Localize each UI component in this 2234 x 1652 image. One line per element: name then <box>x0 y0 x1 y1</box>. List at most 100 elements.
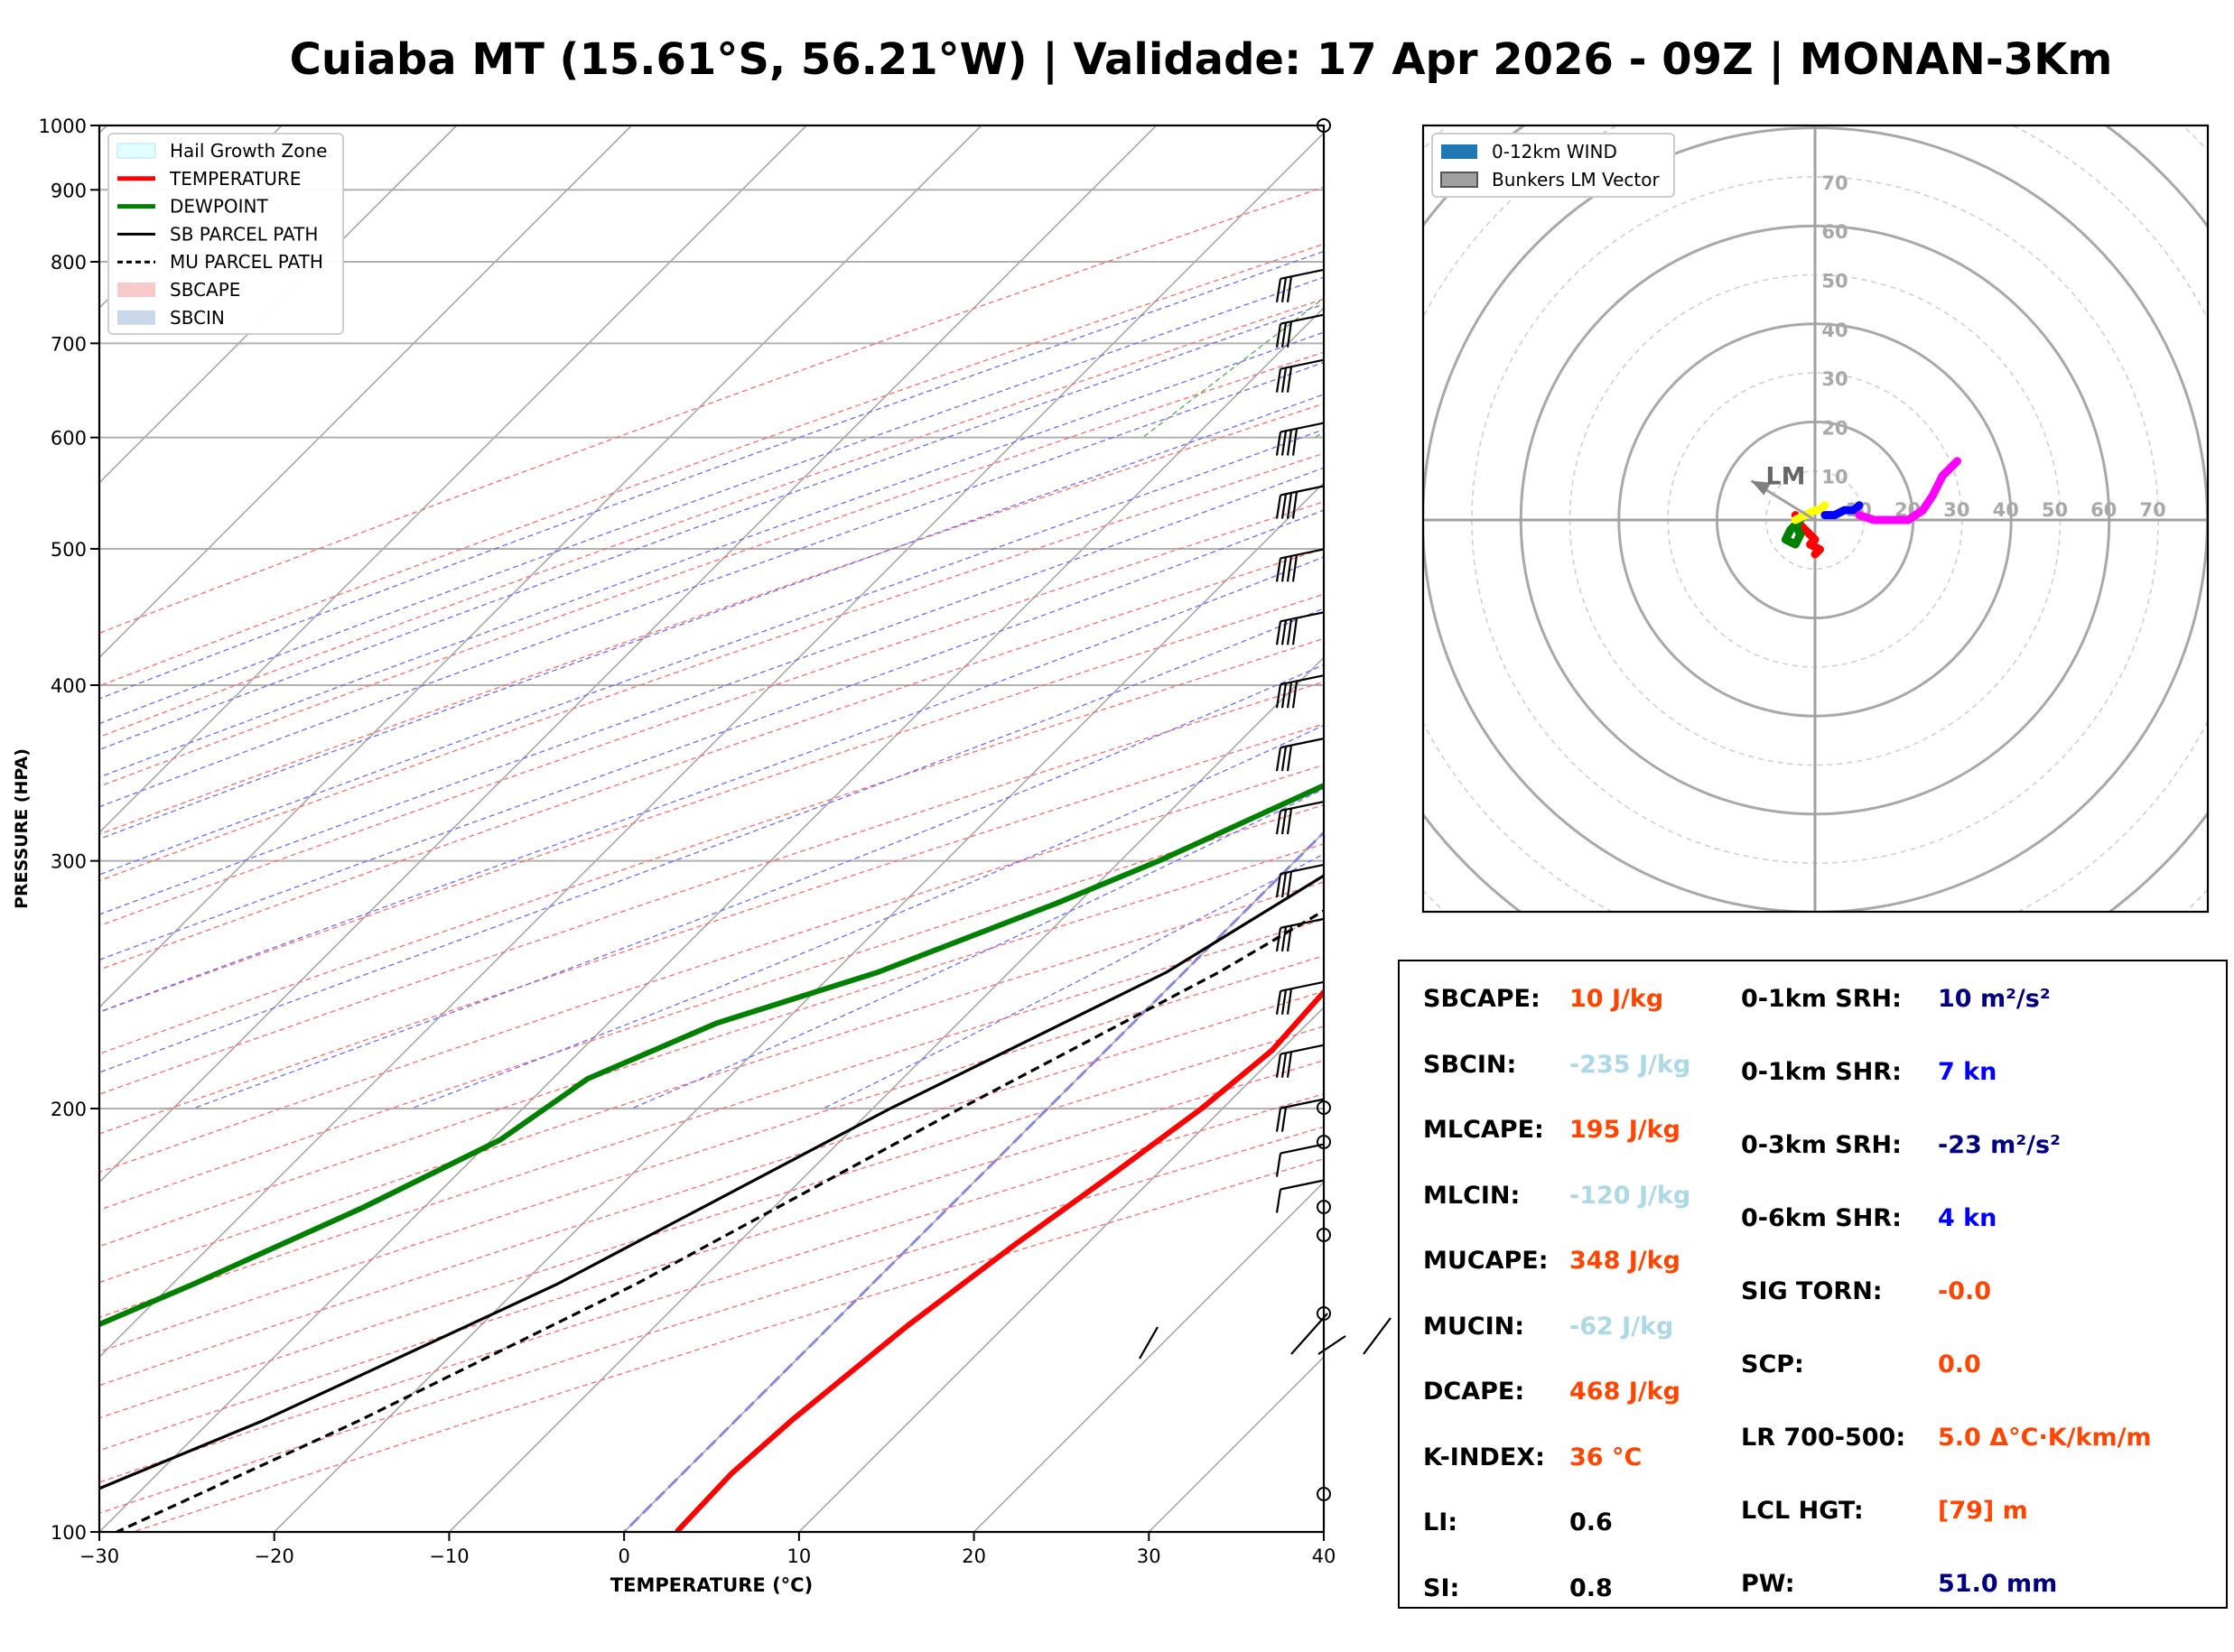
y-tick-label: 800 <box>51 252 87 274</box>
legend-label: DEWPOINT <box>170 196 268 218</box>
bunkers-label: LM <box>1765 463 1805 491</box>
index-label: MUCIN: <box>1423 1312 1525 1341</box>
y-tick-label: 500 <box>51 539 87 561</box>
index-value: 348 J/kg <box>1569 1247 1680 1275</box>
dry-adiabat <box>99 593 1324 1014</box>
legend-label: SB PARCEL PATH <box>170 223 318 245</box>
index-label: 0-1km SHR: <box>1741 1058 1902 1086</box>
wind-barb-flag <box>1286 925 1293 952</box>
index-label: 0-1km SRH: <box>1741 985 1902 1013</box>
dry-adiabat <box>99 243 1324 687</box>
wind-barb-flag <box>1286 276 1293 302</box>
x-axis-label: TEMPERATURE (°C) <box>610 1574 813 1596</box>
wind-barb-shaft <box>1280 863 1325 876</box>
hodograph-trace <box>1820 501 1864 520</box>
isotherm-line <box>623 831 1324 1532</box>
hodograph-trace <box>1855 457 1961 524</box>
index-label: SCP: <box>1741 1350 1804 1378</box>
dry-adiabat <box>99 803 1324 1211</box>
hodograph-legend: 0-12km WIND Bunkers LM Vector <box>1431 133 1675 198</box>
hodograph-ring-label-y: 20 <box>1821 417 1848 439</box>
index-value: 195 J/kg <box>1569 1116 1680 1144</box>
wind-barb-flag <box>1286 1052 1293 1078</box>
wind-barb-flag <box>1286 492 1293 519</box>
wind-barb-shaft <box>1280 422 1325 433</box>
wind-barb-shaft <box>1280 358 1325 370</box>
wind-barb-flag <box>1280 494 1288 519</box>
hodograph-ring-label-y: 10 <box>1821 467 1848 488</box>
wind-barb-flag <box>1286 871 1293 898</box>
isotherm-line <box>99 306 1324 1532</box>
dry-adiabat <box>99 723 1324 1135</box>
wind-barb-flag <box>1280 746 1288 772</box>
index-value: -62 J/kg <box>1569 1312 1674 1341</box>
isotherm-line <box>99 125 632 659</box>
wind-barb-low <box>1139 1326 1159 1360</box>
wind-barb-flag <box>1280 367 1288 393</box>
index-value: 5.0 Δ°C·K/km/m <box>1938 1424 2152 1452</box>
y-tick-label: 400 <box>51 675 87 697</box>
index-label: SBCAPE: <box>1423 985 1541 1013</box>
index-label: LI: <box>1423 1508 1458 1536</box>
x-tick-label: −20 <box>255 1545 294 1567</box>
y-tick-label: 200 <box>51 1099 87 1120</box>
moist-adiabat <box>192 664 1324 1109</box>
wind-barb-shaft <box>1280 1179 1325 1191</box>
legend-label: SBCIN <box>170 307 225 329</box>
index-value: 7 kn <box>1938 1058 1997 1086</box>
mixing-ratio-line <box>1142 297 1324 439</box>
wind-barb-flag <box>1280 1107 1288 1132</box>
wind-barb-flag <box>1291 554 1299 582</box>
wind-barb-shaft <box>1280 313 1325 325</box>
legend-label: MU PARCEL PATH <box>170 251 323 273</box>
legend-frame <box>107 133 344 335</box>
wind-barb-flag <box>1291 491 1299 519</box>
wind-barb-flag <box>1280 809 1288 835</box>
y-tick-label: 600 <box>51 428 87 450</box>
bunkers-arrowhead <box>1751 480 1772 496</box>
wind-barb-shaft <box>1280 800 1325 812</box>
index-label: K-INDEX: <box>1423 1443 1545 1471</box>
wind-barb-flag <box>1275 323 1282 348</box>
wind-barbs <box>1139 118 1500 1501</box>
indices-panel: SBCAPE: 10 J/kg SBCIN: -235 J/kg MLCAPE: 195 … <box>1398 960 2228 1609</box>
wind-barb-flag <box>1275 495 1282 519</box>
wind-barb-shaft <box>1280 917 1325 929</box>
wind-barb-flag <box>1275 684 1282 709</box>
wind-barb-flag <box>1280 926 1288 952</box>
wind-barb-shaft <box>1280 485 1325 497</box>
isotherm-line <box>448 656 1324 1532</box>
index-label: DCAPE: <box>1423 1378 1525 1406</box>
index-value: -120 J/kg <box>1569 1181 1691 1210</box>
moist-adiabat <box>99 608 1324 1073</box>
legend-frame <box>1431 133 1675 198</box>
legend-swatch <box>1440 172 1478 188</box>
x-tick-label: 30 <box>1137 1545 1161 1567</box>
mixing-ratio-line <box>1948 125 2234 438</box>
wind-barb-flag <box>1286 367 1293 393</box>
y-tick-label: 300 <box>51 851 87 873</box>
legend-swatch <box>117 283 155 297</box>
wind-barb-shaft <box>1280 1044 1325 1055</box>
index-value: 10 J/kg <box>1569 985 1664 1013</box>
wind-barb-flag <box>1275 810 1282 835</box>
isotherm-line <box>99 132 1324 1359</box>
index-value: 10 m²/s² <box>1938 985 2051 1013</box>
moist-adiabat <box>411 724 1324 1109</box>
legend-swatch <box>117 310 155 325</box>
mixing-ratio-line <box>1661 125 2096 438</box>
moist-adiabat <box>631 788 1324 1109</box>
wind-barb-shaft <box>1280 738 1325 749</box>
wind-barb-flag <box>1275 558 1282 582</box>
index-value: 36 °C <box>1569 1443 1643 1471</box>
dry-adiabat <box>99 843 1324 1248</box>
wind-barb-low <box>1290 1313 1328 1355</box>
wind-barb-flag <box>1280 431 1288 456</box>
legend-swatch <box>116 143 156 159</box>
hodograph-frame <box>1421 124 2210 914</box>
moist-adiabat <box>99 429 1324 876</box>
x-tick-label: −10 <box>429 1545 469 1567</box>
wind-barb-flag <box>1275 1053 1282 1078</box>
wind-barb-flag <box>1286 618 1293 645</box>
